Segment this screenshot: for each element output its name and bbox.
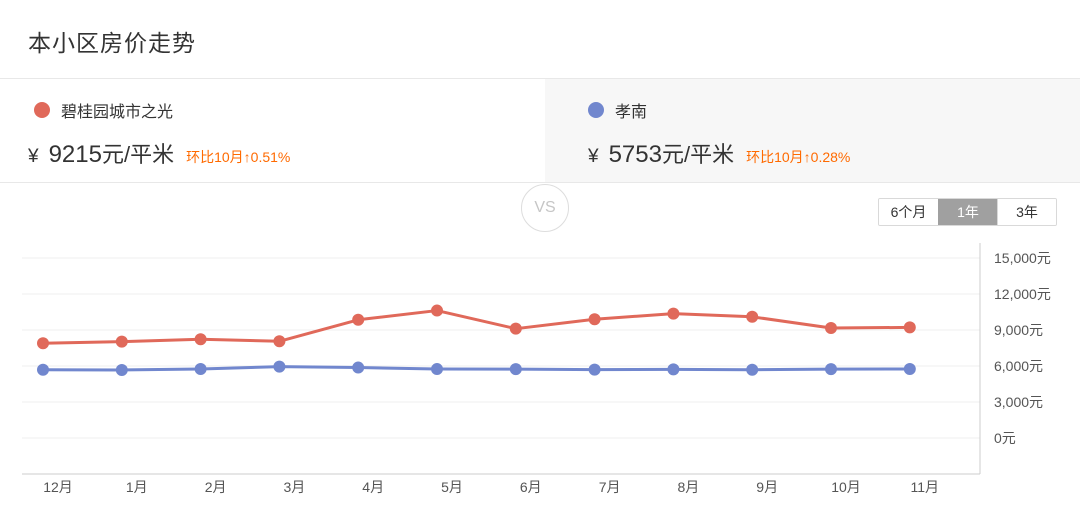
series-line-community — [42, 309, 910, 345]
x-axis-tick-label: 3月 — [284, 479, 306, 495]
community-name: 碧桂园城市之光 — [61, 104, 174, 121]
vs-badge: VS — [521, 184, 569, 232]
compare-card-district: 孝南 ¥ 5753 元/平米 环比10月↑0.28% — [545, 79, 1080, 182]
data-point-community-8月[interactable] — [667, 307, 680, 320]
price-unit: 元/平米 — [101, 142, 175, 167]
community-name-row: 碧桂园城市之光 — [34, 101, 174, 121]
data-point-community-6月[interactable] — [509, 322, 522, 335]
x-axis-tick-label: 4月 — [362, 479, 384, 495]
data-point-community-1月[interactable] — [115, 335, 128, 348]
x-axis-tick-label: 1月 — [126, 479, 148, 495]
range-button-3years[interactable]: 3年 — [997, 199, 1056, 225]
currency-symbol: ¥ — [588, 146, 599, 167]
community-price-row: ¥ 9215 元/平米 环比10月↑0.51% — [28, 137, 290, 169]
data-point-district-2月[interactable] — [194, 363, 207, 375]
y-axis-tick-label: 3,000元 — [994, 394, 1043, 410]
x-axis-tick-label: 5月 — [441, 479, 463, 495]
compare-strip: 碧桂园城市之光 ¥ 9215 元/平米 环比10月↑0.51% 孝南 ¥ 575… — [0, 78, 1080, 232]
data-point-district-1月[interactable] — [115, 363, 128, 376]
data-point-community-3月[interactable] — [273, 335, 286, 348]
x-axis-tick-label: 8月 — [678, 479, 700, 495]
data-point-community-12月[interactable] — [37, 337, 49, 350]
y-axis-tick-label: 15,000元 — [994, 250, 1051, 266]
x-axis-tick-label: 10月 — [831, 479, 861, 495]
time-range-selector: 6个月 1年 3年 — [878, 198, 1057, 226]
data-point-community-10月[interactable] — [825, 321, 837, 334]
y-axis-tick-label: 12,000元 — [994, 286, 1051, 302]
district-name: 孝南 — [615, 104, 648, 121]
data-point-district-3月[interactable] — [273, 360, 286, 373]
y-axis-tick-label: 6,000元 — [994, 358, 1043, 374]
data-point-district-5月[interactable] — [431, 363, 443, 376]
x-axis-tick-label: 6月 — [520, 479, 542, 495]
district-price: 5753 — [608, 141, 662, 168]
x-axis-tick-label: 7月 — [599, 479, 621, 495]
data-point-community-5月[interactable] — [431, 304, 443, 317]
currency-symbol: ¥ — [28, 146, 39, 167]
community-mom-change: 环比10月↑0.51% — [186, 149, 291, 165]
data-point-district-9月[interactable] — [746, 363, 759, 376]
y-axis-tick-label: 9,000元 — [994, 322, 1043, 338]
data-point-district-6月[interactable] — [509, 363, 522, 376]
community-price: 9215 — [48, 141, 102, 168]
x-axis-tick-label: 11月 — [911, 479, 940, 495]
red-legend-dot-icon — [34, 102, 50, 118]
data-point-community-2月[interactable] — [194, 333, 207, 346]
x-axis-tick-label: 2月 — [205, 479, 227, 495]
data-point-district-8月[interactable] — [667, 363, 680, 376]
series-line-district — [42, 365, 910, 372]
price-trend-chart[interactable]: 15,000元 12,000元 9,000元 6,000元 3,000元 0元 12月 1月 2… — [0, 230, 1080, 511]
x-axis-tick-label: 9月 — [756, 479, 778, 495]
blue-legend-dot-icon — [588, 102, 604, 118]
range-button-6months[interactable]: 6个月 — [879, 199, 938, 225]
range-button-1year[interactable]: 1年 — [938, 199, 997, 225]
data-point-district-10月[interactable] — [825, 363, 837, 376]
compare-card-community: 碧桂园城市之光 ¥ 9215 元/平米 环比10月↑0.51% — [0, 79, 545, 182]
data-point-community-4月[interactable] — [352, 313, 365, 326]
data-point-district-12月[interactable] — [37, 363, 49, 376]
district-price-row: ¥ 5753 元/平米 环比10月↑0.28% — [588, 137, 850, 169]
data-point-district-4月[interactable] — [352, 361, 365, 374]
y-axis-tick-label: 0元 — [994, 430, 1016, 446]
data-point-district-11月[interactable] — [903, 362, 916, 375]
data-point-community-11月[interactable] — [903, 321, 916, 334]
data-point-community-7月[interactable] — [588, 313, 601, 326]
district-name-row: 孝南 — [588, 101, 648, 121]
data-point-community-9月[interactable] — [746, 310, 759, 323]
data-point-district-7月[interactable] — [588, 363, 601, 376]
page-title: 本小区房价走势 — [28, 30, 196, 56]
district-mom-change: 环比10月↑0.28% — [746, 149, 851, 165]
x-axis-tick-label: 12月 — [43, 479, 73, 495]
price-unit: 元/平米 — [661, 142, 735, 167]
